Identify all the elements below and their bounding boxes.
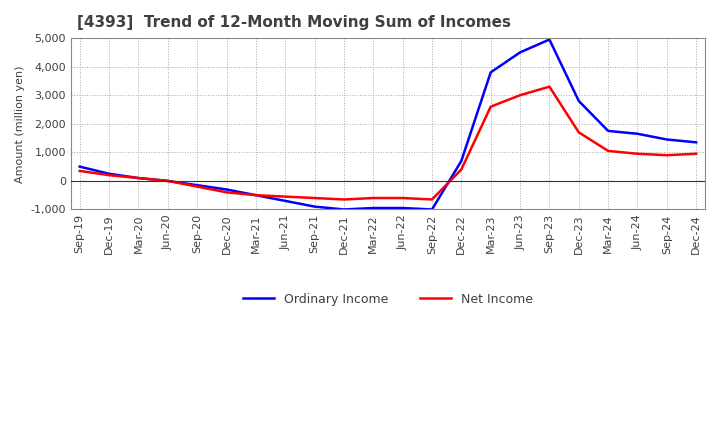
Net Income xyxy=(76,168,84,173)
Text: [4393]  Trend of 12-Month Moving Sum of Incomes: [4393] Trend of 12-Month Moving Sum of I… xyxy=(77,15,511,30)
Net Income xyxy=(369,195,377,201)
Line: Ordinary Income: Ordinary Income xyxy=(80,40,696,209)
Ordinary Income xyxy=(457,158,466,164)
Net Income xyxy=(457,167,466,172)
Ordinary Income xyxy=(76,164,84,169)
Ordinary Income xyxy=(487,70,495,75)
Net Income xyxy=(428,197,436,202)
Ordinary Income xyxy=(281,198,289,204)
Ordinary Income xyxy=(251,193,260,198)
Net Income xyxy=(575,130,583,135)
Ordinary Income xyxy=(369,205,377,211)
Ordinary Income xyxy=(604,128,613,134)
Net Income xyxy=(662,153,671,158)
Net Income xyxy=(545,84,554,89)
Ordinary Income xyxy=(134,176,143,181)
Ordinary Income xyxy=(193,183,202,188)
Ordinary Income xyxy=(163,178,172,183)
Ordinary Income xyxy=(310,204,319,209)
Net Income xyxy=(633,151,642,156)
Ordinary Income xyxy=(575,98,583,103)
Net Income xyxy=(487,104,495,109)
Net Income xyxy=(134,176,143,181)
Ordinary Income xyxy=(545,37,554,42)
Ordinary Income xyxy=(633,131,642,136)
Net Income xyxy=(193,184,202,189)
Net Income xyxy=(281,194,289,199)
Ordinary Income xyxy=(662,137,671,142)
Ordinary Income xyxy=(692,140,701,145)
Ordinary Income xyxy=(428,207,436,212)
Net Income xyxy=(251,193,260,198)
Line: Net Income: Net Income xyxy=(80,87,696,199)
Net Income xyxy=(104,172,113,178)
Ordinary Income xyxy=(398,205,407,211)
Net Income xyxy=(692,151,701,156)
Net Income xyxy=(163,178,172,183)
Net Income xyxy=(340,197,348,202)
Ordinary Income xyxy=(222,187,231,192)
Ordinary Income xyxy=(516,50,524,55)
Net Income xyxy=(222,190,231,195)
Y-axis label: Amount (million yen): Amount (million yen) xyxy=(15,65,25,183)
Net Income xyxy=(516,92,524,98)
Ordinary Income xyxy=(340,207,348,212)
Net Income xyxy=(310,195,319,201)
Legend: Ordinary Income, Net Income: Ordinary Income, Net Income xyxy=(238,288,538,311)
Ordinary Income xyxy=(104,171,113,176)
Net Income xyxy=(604,148,613,154)
Net Income xyxy=(398,195,407,201)
